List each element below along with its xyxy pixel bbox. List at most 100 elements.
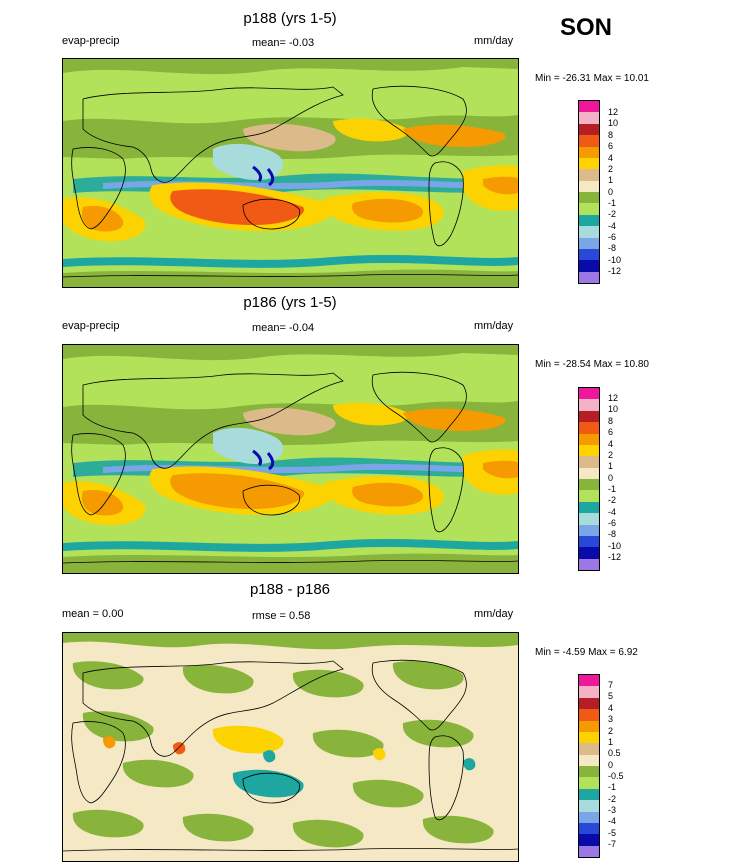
panel-2-tick: 6 xyxy=(608,427,614,437)
colorbar-swatch xyxy=(579,157,599,170)
panel-1-tick: 12 xyxy=(608,107,619,117)
panel-2-map-field xyxy=(63,345,518,573)
panel-2-tick: -8 xyxy=(608,529,617,539)
colorbar-swatch xyxy=(579,456,599,468)
colorbar-swatch xyxy=(579,777,599,789)
colorbar-swatch xyxy=(579,709,599,721)
colorbar-swatch xyxy=(579,237,599,249)
panel-1-map-field xyxy=(63,59,518,287)
panel-1-map xyxy=(62,58,519,288)
colorbar-swatch xyxy=(579,535,599,548)
colorbar-swatch xyxy=(579,811,599,823)
panel-2-tick: 10 xyxy=(608,404,619,414)
panel-3-tick: -2 xyxy=(608,794,617,804)
panel-1-tick: -4 xyxy=(608,221,617,231)
colorbar-swatch xyxy=(579,271,599,283)
colorbar-swatch xyxy=(579,260,599,272)
panel-2-title: p186 (yrs 1-5) xyxy=(243,294,337,311)
colorbar-swatch xyxy=(579,513,599,525)
panel-1-mean-label: mean= -0.03 xyxy=(252,37,315,49)
panel-3-tick: 0.5 xyxy=(608,748,621,758)
panel-2-colorbar xyxy=(578,387,600,571)
panel-1-tick: 1 xyxy=(608,175,614,185)
panel-3-colorbar xyxy=(578,674,600,858)
panel-2-tick: 0 xyxy=(608,473,614,483)
colorbar-swatch xyxy=(579,180,599,192)
panel-1-tick: 6 xyxy=(608,141,614,151)
panel-3-tick: -0.5 xyxy=(608,771,624,781)
colorbar-swatch xyxy=(579,192,599,204)
panel-3-tick: 4 xyxy=(608,703,614,713)
colorbar-swatch xyxy=(579,547,599,559)
panel-2-tick: 4 xyxy=(608,439,614,449)
panel-1-variable-label: evap-precip xyxy=(62,35,120,47)
colorbar-swatch xyxy=(579,214,599,227)
panel-1-tick: -8 xyxy=(608,243,617,253)
panel-3-tick: 1 xyxy=(608,737,614,747)
colorbar-swatch xyxy=(579,169,599,181)
colorbar-swatch xyxy=(579,399,599,411)
panel-1-tick: 2 xyxy=(608,164,614,174)
panel-3-tick: 7 xyxy=(608,680,614,690)
colorbar-swatch xyxy=(579,558,599,570)
colorbar-swatch xyxy=(579,479,599,491)
colorbar-swatch xyxy=(579,822,599,835)
panel-1-tick: -2 xyxy=(608,209,617,219)
panel-2-mean-label: mean= -0.04 xyxy=(252,322,315,334)
colorbar-swatch xyxy=(579,112,599,124)
colorbar-swatch xyxy=(579,788,599,801)
panel-2-tick: 2 xyxy=(608,450,614,460)
panel-3-map xyxy=(62,632,519,862)
panel-1-tick: -6 xyxy=(608,232,617,242)
panel-2-tick: -4 xyxy=(608,507,617,517)
panel-2-tick: -6 xyxy=(608,518,617,528)
colorbar-swatch xyxy=(579,800,599,812)
panel-3-tick: 5 xyxy=(608,691,614,701)
panel-2-tick: 12 xyxy=(608,393,619,403)
colorbar-swatch xyxy=(579,226,599,238)
colorbar-swatch xyxy=(579,686,599,698)
colorbar-swatch xyxy=(579,203,599,215)
panel-1-minmax: Min = -26.31 Max = 10.01 xyxy=(535,73,649,84)
colorbar-swatch xyxy=(579,410,599,423)
panel-3-title: p188 - p186 xyxy=(249,581,331,598)
panel-3-tick: -1 xyxy=(608,782,617,792)
colorbar-swatch xyxy=(579,697,599,710)
panel-3-tick: 0 xyxy=(608,760,614,770)
panel-2-tick: -10 xyxy=(608,541,622,551)
panel-3-tick: 2 xyxy=(608,726,614,736)
colorbar-swatch xyxy=(579,422,599,434)
panel-2-tick: -1 xyxy=(608,484,617,494)
colorbar-swatch xyxy=(579,490,599,502)
panel-3-tick: -3 xyxy=(608,805,617,815)
colorbar-swatch xyxy=(579,248,599,261)
panel-1-tick: 8 xyxy=(608,130,614,140)
panel-3-tick: -4 xyxy=(608,816,617,826)
panel-3-rmse-label: rmse = 0.58 xyxy=(252,610,311,622)
colorbar-swatch xyxy=(579,444,599,457)
panel-3-map-field xyxy=(63,633,518,861)
panel-3-tick: -7 xyxy=(608,839,617,849)
colorbar-swatch xyxy=(579,146,599,158)
colorbar-swatch xyxy=(579,524,599,536)
colorbar-swatch xyxy=(579,388,599,400)
colorbar-swatch xyxy=(579,101,599,113)
panel-1-tick: -10 xyxy=(608,255,622,265)
colorbar-swatch xyxy=(579,501,599,514)
colorbar-swatch xyxy=(579,834,599,846)
panel-3-units-label: mm/day xyxy=(474,608,514,620)
panel-2-map xyxy=(62,344,519,574)
colorbar-swatch xyxy=(579,720,599,732)
colorbar-swatch xyxy=(579,845,599,857)
panel-2-minmax: Min = -28.54 Max = 10.80 xyxy=(535,359,649,370)
panel-1-tick: -1 xyxy=(608,198,617,208)
season-label: SON xyxy=(560,14,613,41)
colorbar-swatch xyxy=(579,743,599,755)
panel-1-units-label: mm/day xyxy=(474,35,514,47)
panel-1-tick: 4 xyxy=(608,153,614,163)
colorbar-swatch xyxy=(579,754,599,766)
panel-3-mean-label: mean = 0.00 xyxy=(62,608,124,620)
colorbar-swatch xyxy=(579,123,599,136)
colorbar-swatch xyxy=(579,433,599,445)
panel-2-variable-label: evap-precip xyxy=(62,320,120,332)
